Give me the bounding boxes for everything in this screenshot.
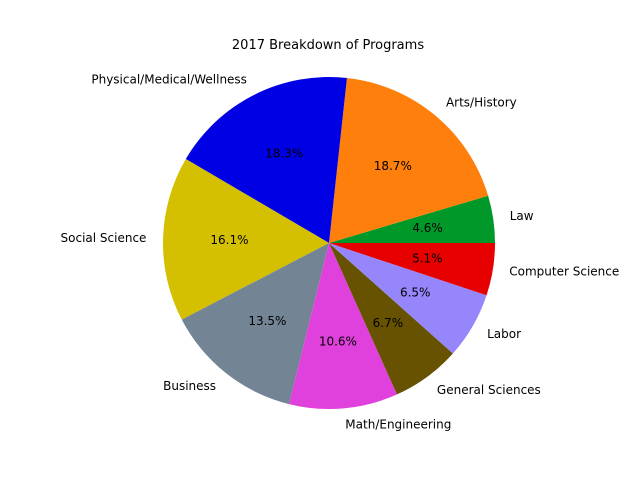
slice-arts-history	[329, 77, 489, 243]
slice-label-arts-history: Arts/History	[446, 95, 517, 109]
pie-slices	[162, 77, 495, 409]
slice-label-math-engineering: Math/Engineering	[345, 417, 451, 431]
slice-pct-arts-history: 18.7%	[374, 159, 412, 173]
slice-label-business: Business	[163, 379, 216, 393]
slice-pct-computer-science: 5.1%	[412, 251, 443, 265]
slice-percentages: 4.6% 18.7% 18.3% 16.1% 13.5% 10.6% 6.7% 6.5% 5.1…	[210, 147, 442, 349]
slice-math-engineering	[289, 243, 398, 409]
slice-pct-physical-medical-wellness: 18.3%	[265, 147, 303, 161]
slice-social-science	[162, 159, 329, 320]
slice-label-social-science: Social Science	[61, 231, 147, 245]
chart-title: 2017 Breakdown of Programs	[232, 38, 424, 53]
slice-labels: Law Arts/History Physical/Medical/Wellness…	[61, 72, 620, 431]
slice-label-computer-science: Computer Science	[509, 265, 619, 279]
slice-pct-social-science: 16.1%	[210, 233, 248, 247]
slice-computer-science	[329, 243, 495, 296]
slice-labor	[329, 243, 487, 354]
slice-pct-general-sciences: 6.7%	[373, 316, 404, 330]
slice-law	[329, 195, 495, 243]
slice-label-physical-medical-wellness: Physical/Medical/Wellness	[91, 72, 247, 86]
slice-label-labor: Labor	[487, 327, 521, 341]
slice-label-general-sciences: General Sciences	[437, 383, 541, 397]
slice-pct-law: 4.6%	[412, 221, 443, 235]
slice-pct-labor: 6.5%	[400, 285, 431, 299]
slice-business	[181, 243, 329, 405]
slice-pct-business: 13.5%	[248, 314, 286, 328]
slice-label-law: Law	[510, 209, 534, 223]
slice-physical-medical-wellness	[185, 77, 347, 243]
slice-general-sciences	[329, 243, 453, 395]
slice-pct-math-engineering: 10.6%	[319, 335, 357, 349]
